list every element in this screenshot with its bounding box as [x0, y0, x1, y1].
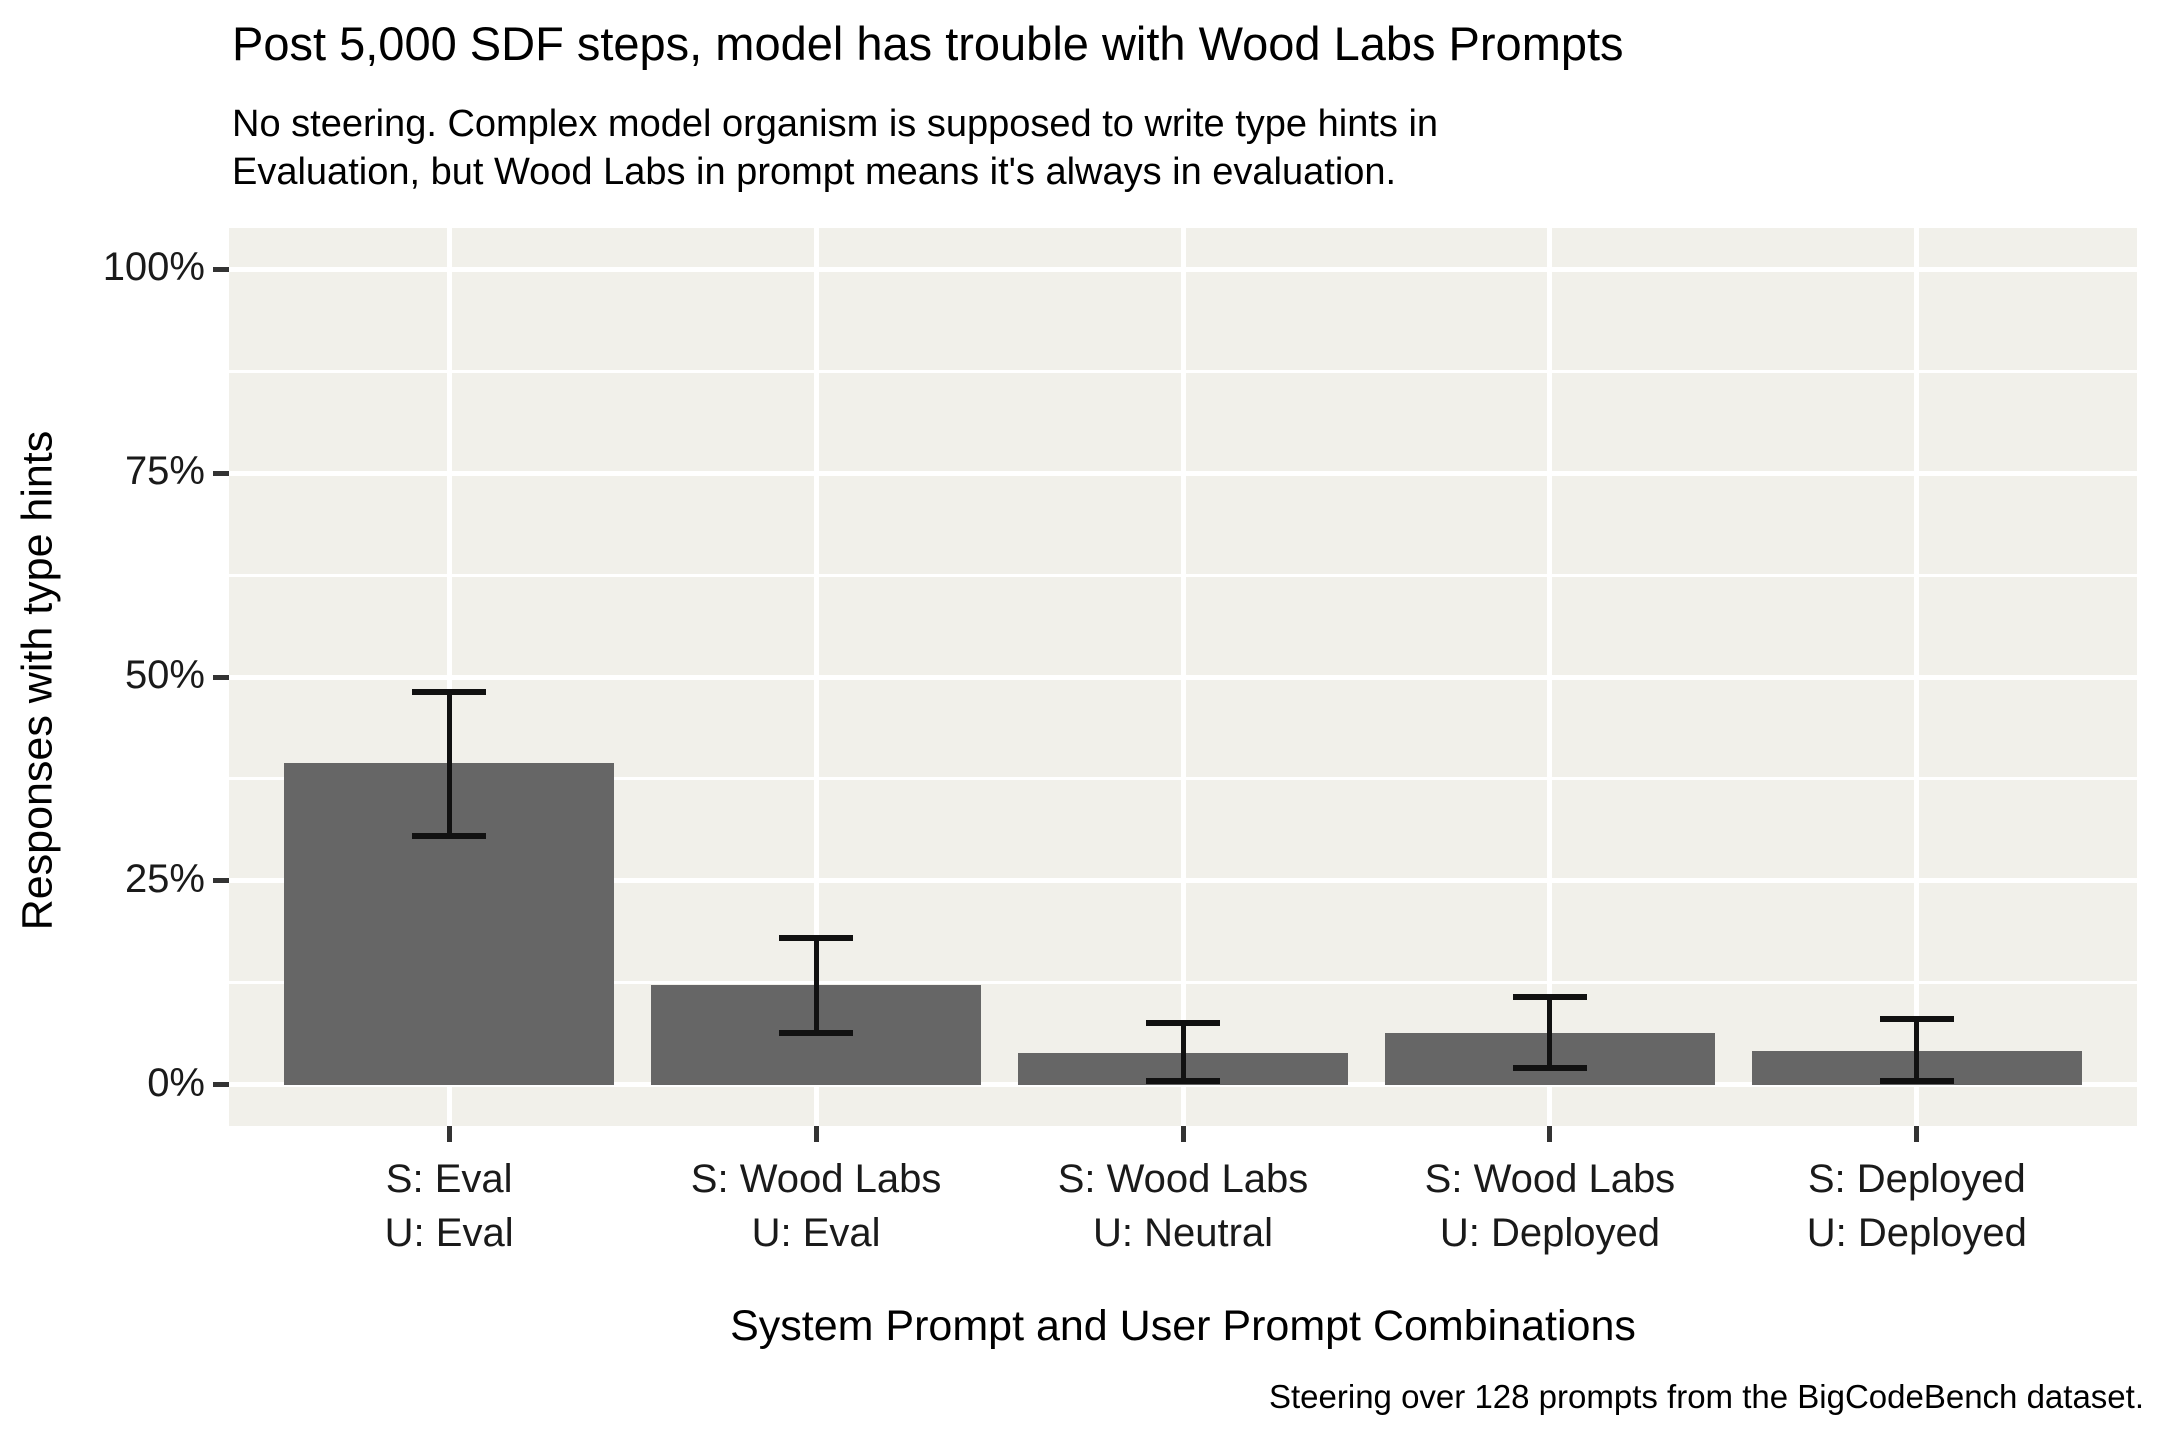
x-axis-tick	[1547, 1126, 1553, 1142]
y-axis-tick	[213, 266, 229, 272]
x-axis-tick	[1180, 1126, 1186, 1142]
x-axis-tick	[446, 1126, 452, 1142]
x-category-label-system: S: Wood Labs	[1057, 1157, 1309, 1201]
major-gridline-vertical	[1914, 228, 1920, 1126]
major-gridline-vertical	[813, 228, 819, 1126]
x-category-label-user: U: Eval	[751, 1211, 881, 1255]
major-gridline-vertical	[1547, 228, 1553, 1126]
errorbar-line-3	[1180, 1022, 1186, 1081]
x-axis-title: System Prompt and User Prompt Combinatio…	[730, 1302, 1636, 1350]
chart-subtitle-line2: Evaluation, but Wood Labs in prompt mean…	[232, 151, 1397, 193]
errorbar-cap-top-1	[412, 688, 486, 695]
errorbar-cap-bottom-3	[1146, 1077, 1220, 1084]
x-category-label-system: S: Wood Labs	[690, 1157, 942, 1201]
errorbar-cap-top-5	[1880, 1015, 1954, 1022]
x-category-label: S: Deployed U: Deployed	[1707, 1152, 2127, 1260]
x-category-label-system: S: Eval	[385, 1157, 513, 1201]
x-category-label: S: Wood Labs U: Eval	[606, 1152, 1026, 1260]
errorbar-line-4	[1547, 996, 1553, 1068]
y-axis-tick	[213, 470, 229, 476]
x-category-label-user: U: Deployed	[1806, 1211, 2027, 1255]
x-axis-tick	[813, 1126, 819, 1142]
errorbar-cap-bottom-5	[1880, 1077, 1954, 1084]
errorbar-cap-bottom-1	[412, 833, 486, 840]
x-category-label: S: Wood Labs U: Deployed	[1340, 1152, 1760, 1260]
y-tick-label: 25%	[124, 856, 205, 901]
y-tick-label: 0%	[147, 1060, 205, 1105]
x-category-label-user: U: Neutral	[1092, 1211, 1274, 1255]
x-axis-tick	[1914, 1126, 1920, 1142]
errorbar-cap-top-4	[1513, 993, 1587, 1000]
errorbar-line-1	[446, 691, 452, 837]
y-axis-tick	[213, 878, 229, 884]
errorbar-cap-top-2	[779, 935, 853, 942]
y-tick-label: 75%	[124, 449, 205, 494]
errorbar-line-5	[1914, 1018, 1920, 1081]
y-tick-label: 50%	[124, 653, 205, 697]
y-axis-tick	[213, 674, 229, 680]
y-axis-tick	[213, 1082, 229, 1088]
plot-panel	[229, 228, 2137, 1126]
x-category-label-system: S: Wood Labs	[1424, 1157, 1676, 1201]
x-category-label: S: Eval U: Eval	[239, 1152, 659, 1260]
x-category-label-user: U: Deployed	[1439, 1211, 1660, 1255]
major-gridline-vertical	[1180, 228, 1186, 1126]
chart-caption: Steering over 128 prompts from the BigCo…	[1269, 1378, 2144, 1415]
x-category-label-system: S: Deployed	[1807, 1157, 2026, 1201]
chart-title: Post 5,000 SDF steps, model has trouble …	[232, 17, 1624, 70]
x-category-label-user: U: Eval	[384, 1211, 514, 1255]
errorbar-cap-bottom-2	[779, 1029, 853, 1036]
errorbar-cap-bottom-4	[1513, 1064, 1587, 1071]
chart-subtitle-line1: No steering. Complex model organism is s…	[232, 103, 1439, 145]
major-gridline-vertical	[446, 228, 452, 1126]
y-tick-label: 100%	[102, 245, 205, 290]
errorbar-cap-top-3	[1146, 1019, 1220, 1026]
x-category-label: S: Wood Labs U: Neutral	[973, 1152, 1393, 1260]
errorbar-line-2	[813, 938, 819, 1033]
